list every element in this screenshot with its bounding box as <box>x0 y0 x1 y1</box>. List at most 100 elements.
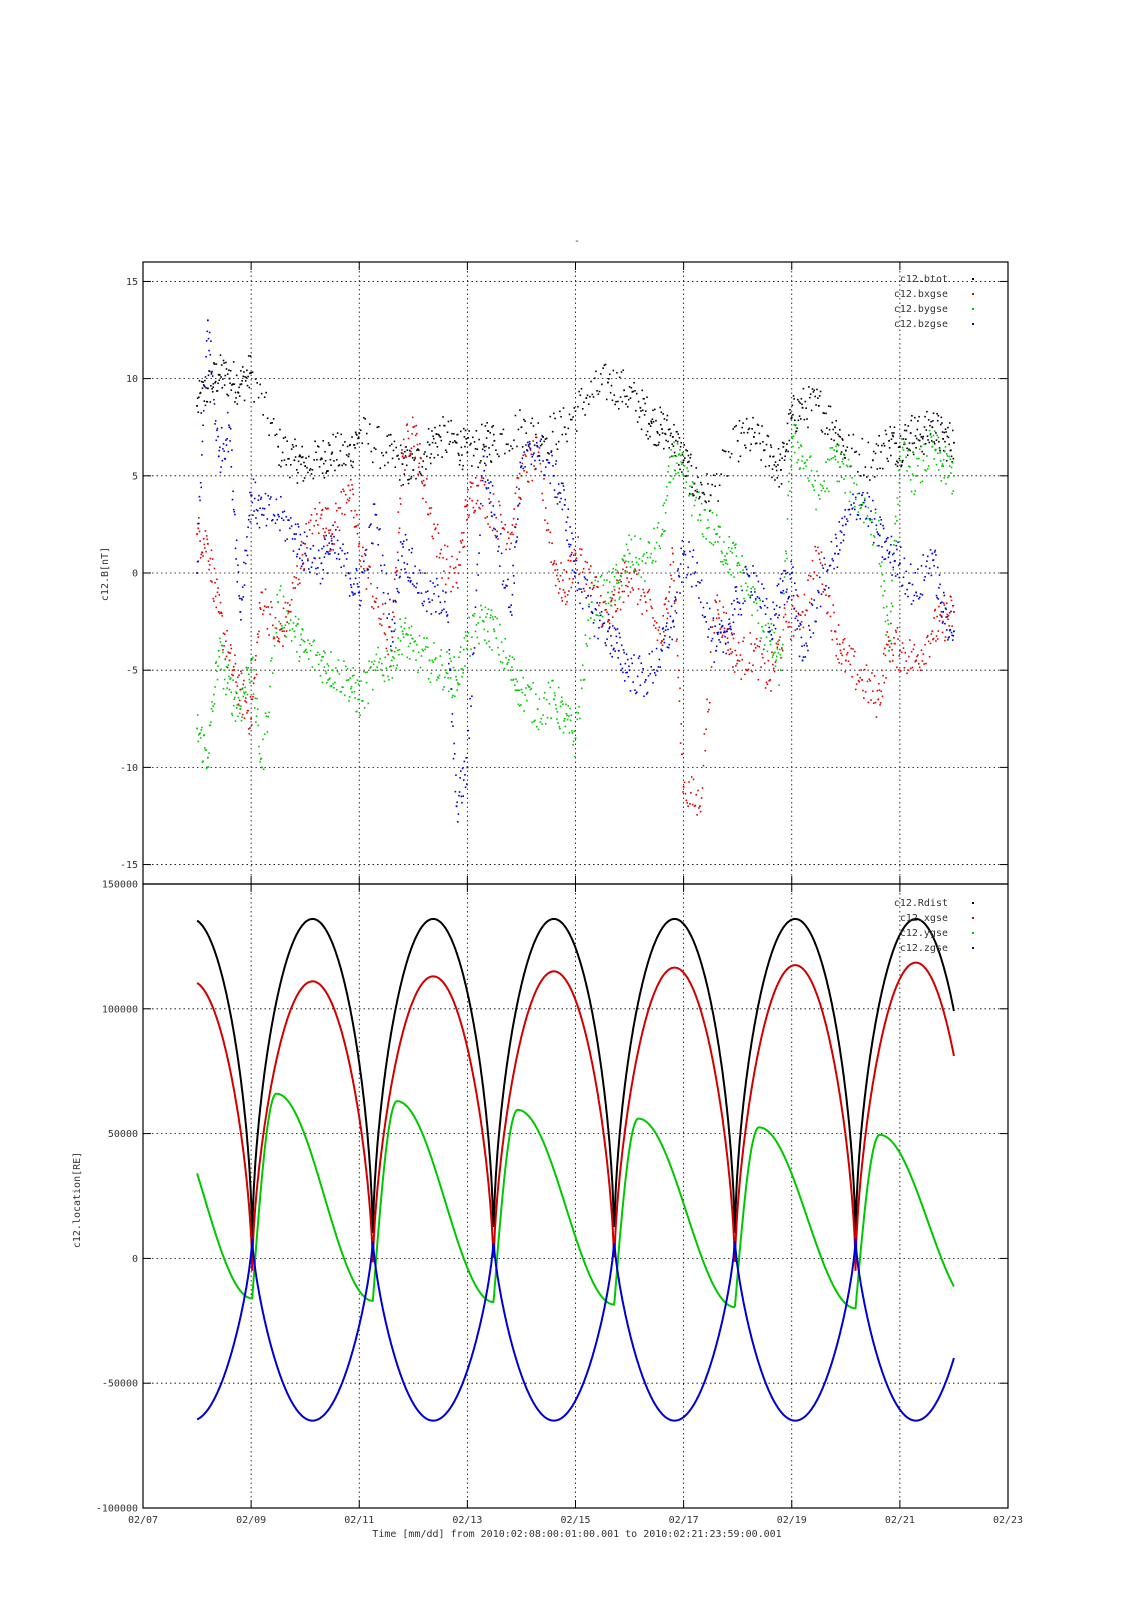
data-point <box>416 644 418 646</box>
data-point <box>246 668 248 671</box>
data-point <box>700 483 703 486</box>
data-point <box>657 522 660 524</box>
data-point <box>514 546 516 548</box>
data-point <box>930 574 933 577</box>
data-point <box>243 717 246 719</box>
data-point <box>691 803 694 806</box>
data-point <box>318 653 321 656</box>
data-point <box>341 549 343 552</box>
data-point <box>536 444 538 447</box>
data-point <box>439 601 442 604</box>
data-point <box>348 572 350 575</box>
data-point <box>912 453 915 456</box>
data-point <box>254 378 257 380</box>
top-data-points <box>196 319 955 823</box>
bottom-x-tick-label: 02/23 <box>993 1515 1023 1526</box>
data-point <box>271 519 273 522</box>
data-point <box>393 657 395 660</box>
data-point <box>367 442 370 445</box>
data-point <box>769 640 772 642</box>
data-point <box>499 565 501 567</box>
data-point <box>253 677 255 680</box>
data-point <box>817 397 819 399</box>
data-point <box>563 569 565 571</box>
data-point <box>654 674 657 677</box>
data-point <box>776 648 779 650</box>
data-point <box>352 461 355 463</box>
data-point <box>757 424 760 427</box>
data-point <box>201 761 204 764</box>
data-point <box>802 626 805 629</box>
data-point <box>947 476 949 479</box>
data-point <box>796 441 799 444</box>
data-point <box>245 549 248 552</box>
data-point <box>517 689 519 691</box>
data-point <box>639 406 642 409</box>
data-point <box>874 508 877 511</box>
data-point <box>543 440 546 443</box>
data-point <box>458 794 460 797</box>
data-point <box>659 406 661 409</box>
data-point <box>769 618 772 620</box>
data-point <box>806 459 808 461</box>
data-point <box>499 513 502 516</box>
data-point <box>683 444 686 446</box>
data-point <box>412 469 415 471</box>
data-point <box>849 491 852 493</box>
data-point <box>295 533 297 535</box>
data-point <box>581 548 583 551</box>
data-point <box>836 480 839 483</box>
data-point <box>832 456 834 459</box>
data-point <box>605 644 607 647</box>
data-point <box>211 581 213 583</box>
data-point <box>773 608 776 611</box>
data-point <box>208 752 210 754</box>
data-point <box>256 509 259 512</box>
data-point <box>742 422 744 424</box>
data-point <box>198 396 200 399</box>
data-point <box>686 573 689 576</box>
data-point <box>524 420 526 422</box>
data-point <box>206 766 209 769</box>
data-point <box>462 672 464 674</box>
data-point <box>530 687 533 690</box>
data-point <box>335 667 337 669</box>
data-point <box>395 570 398 573</box>
data-point <box>368 565 370 568</box>
data-point <box>373 503 376 505</box>
data-point <box>219 446 221 449</box>
data-point <box>504 586 507 589</box>
data-point <box>912 451 915 454</box>
data-point <box>377 425 380 428</box>
data-point <box>228 377 231 380</box>
data-point <box>780 483 783 485</box>
data-point <box>538 447 541 449</box>
data-point <box>908 465 910 467</box>
data-point <box>573 571 576 573</box>
data-point <box>904 593 907 595</box>
data-point <box>356 532 359 535</box>
data-point <box>935 448 937 451</box>
data-point <box>279 622 282 625</box>
data-point <box>792 435 795 438</box>
data-point <box>303 569 305 572</box>
data-point <box>240 383 243 385</box>
data-point <box>344 694 346 697</box>
data-point <box>317 445 319 447</box>
data-point <box>616 582 618 585</box>
data-point <box>676 654 679 657</box>
data-point <box>287 458 289 460</box>
data-point <box>226 687 228 689</box>
data-point <box>744 600 746 602</box>
data-point <box>393 650 396 653</box>
data-point <box>561 433 564 436</box>
data-point <box>845 518 848 520</box>
data-point <box>301 559 303 562</box>
data-point <box>560 497 562 500</box>
bottom-legend-marker <box>972 902 974 904</box>
data-point <box>953 630 955 633</box>
data-point <box>749 632 752 634</box>
data-point <box>891 574 893 576</box>
data-point <box>604 609 607 611</box>
data-point <box>462 531 465 534</box>
